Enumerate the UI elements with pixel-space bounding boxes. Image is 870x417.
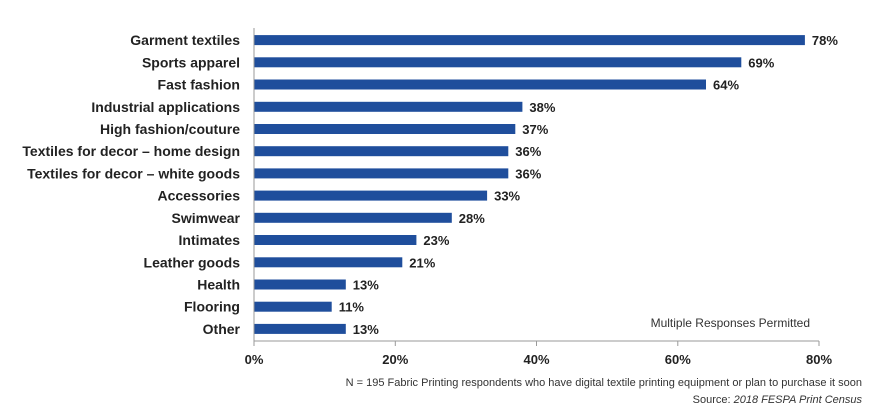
- source-prefix: Source:: [693, 394, 734, 406]
- value-label: 37%: [522, 122, 548, 137]
- x-tick-label: 20%: [382, 352, 408, 367]
- value-label: 21%: [409, 255, 435, 270]
- bar: [254, 190, 488, 201]
- bar: [254, 235, 417, 245]
- value-label: 78%: [812, 33, 838, 48]
- category-label: Other: [203, 321, 241, 337]
- category-label: Intimates: [179, 232, 241, 248]
- bar: [254, 146, 509, 157]
- category-label: Textiles for decor – home design: [22, 143, 240, 159]
- category-label: Swimwear: [172, 210, 241, 226]
- bar: [254, 79, 706, 90]
- value-label: 64%: [713, 78, 739, 93]
- category-label: Textiles for decor – white goods: [27, 165, 240, 181]
- x-tick-label: 80%: [806, 352, 832, 367]
- multiple-responses-note: Multiple Responses Permitted: [651, 316, 810, 330]
- value-label: 13%: [353, 322, 379, 337]
- category-label: Accessories: [157, 188, 240, 204]
- value-label: 69%: [748, 55, 774, 70]
- category-label: Health: [197, 277, 240, 293]
- category-label: Fast fashion: [158, 77, 240, 93]
- bar: [254, 168, 509, 179]
- source-title: 2018 FESPA Print Census: [733, 394, 863, 406]
- bar: [254, 101, 523, 112]
- value-label: 13%: [353, 278, 379, 293]
- category-label: Leather goods: [144, 254, 241, 270]
- value-label: 28%: [459, 211, 485, 226]
- x-tick-label: 60%: [665, 352, 691, 367]
- axes-group: 0% 20% 40% 60% 80%: [245, 28, 832, 367]
- bar: [254, 124, 516, 134]
- footnote: N = 195 Fabric Printing respondents who …: [346, 377, 862, 389]
- source-line: Source: 2018 FESPA Print Census: [693, 394, 863, 406]
- bars-group: Garment textiles 78% Sports apparel 69% Fast…: [22, 32, 838, 337]
- value-label: 33%: [494, 189, 520, 204]
- bar: [254, 35, 805, 46]
- value-label: 11%: [339, 300, 365, 315]
- bar: [254, 212, 452, 223]
- category-label: Garment textiles: [130, 32, 240, 48]
- x-tick-label: 40%: [523, 352, 549, 367]
- bar: [254, 57, 742, 68]
- value-label: 36%: [515, 144, 541, 159]
- category-label: High fashion/couture: [100, 121, 240, 137]
- value-label: 23%: [423, 233, 449, 248]
- bar: [254, 301, 332, 312]
- bar: [254, 257, 403, 268]
- category-label: Industrial applications: [91, 99, 240, 115]
- category-label: Flooring: [184, 299, 240, 315]
- bar: [254, 323, 346, 334]
- category-label: Sports apparel: [142, 54, 240, 70]
- x-tick-label: 0%: [245, 352, 264, 367]
- value-label: 38%: [529, 100, 555, 115]
- value-label: 36%: [515, 166, 541, 181]
- bar: [254, 279, 346, 290]
